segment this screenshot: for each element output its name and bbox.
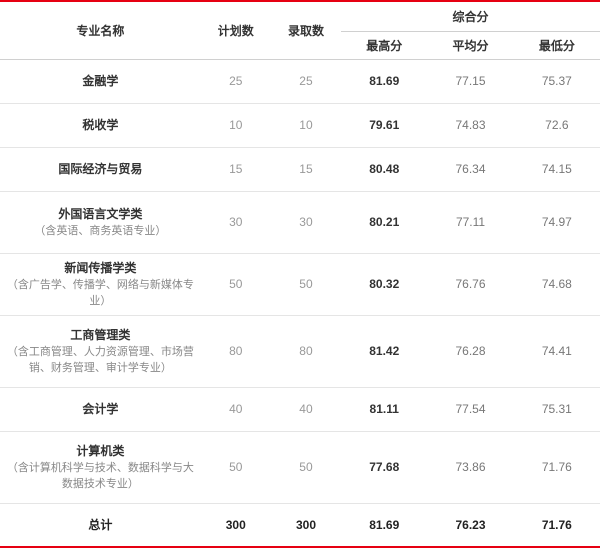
major-main: 外国语言文学类 xyxy=(4,205,197,223)
total-label: 总计 xyxy=(0,503,201,547)
cell-min: 74.68 xyxy=(514,253,600,315)
table-row: 计算机类（含计算机科学与技术、数据科学与大数据技术专业）505077.6873.… xyxy=(0,431,600,503)
cell-plan: 80 xyxy=(201,315,271,387)
cell-avg: 76.28 xyxy=(427,315,513,387)
cell-major: 工商管理类（含工商管理、人力资源管理、市场营销、财务管理、审计学专业） xyxy=(0,315,201,387)
total-avg: 76.23 xyxy=(427,503,513,547)
total-accepted: 300 xyxy=(271,503,341,547)
table-body: 金融学252581.6977.1575.37税收学101079.6174.837… xyxy=(0,59,600,547)
cell-accepted: 50 xyxy=(271,431,341,503)
cell-max: 80.21 xyxy=(341,191,427,253)
cell-plan: 50 xyxy=(201,431,271,503)
total-max: 81.69 xyxy=(341,503,427,547)
cell-min: 74.97 xyxy=(514,191,600,253)
cell-major: 新闻传播学类（含广告学、传播学、网络与新媒体专业） xyxy=(0,253,201,315)
cell-accepted: 10 xyxy=(271,103,341,147)
cell-avg: 73.86 xyxy=(427,431,513,503)
total-plan: 300 xyxy=(201,503,271,547)
major-main: 会计学 xyxy=(4,400,197,418)
table-row: 金融学252581.6977.1575.37 xyxy=(0,59,600,103)
major-main: 金融学 xyxy=(4,72,197,90)
major-main: 国际经济与贸易 xyxy=(4,160,197,178)
page-container: 专业名称 计划数 录取数 综合分 最高分 平均分 最低分 金融学252581.6… xyxy=(0,0,600,514)
cell-max: 77.68 xyxy=(341,431,427,503)
cell-plan: 25 xyxy=(201,59,271,103)
table-row: 会计学404081.1177.5475.31 xyxy=(0,387,600,431)
th-max: 最高分 xyxy=(341,31,427,59)
major-main: 税收学 xyxy=(4,116,197,134)
cell-accepted: 25 xyxy=(271,59,341,103)
cell-major: 税收学 xyxy=(0,103,201,147)
table-row: 新闻传播学类（含广告学、传播学、网络与新媒体专业）505080.3276.767… xyxy=(0,253,600,315)
cell-avg: 76.76 xyxy=(427,253,513,315)
table-row: 工商管理类（含工商管理、人力资源管理、市场营销、财务管理、审计学专业）80808… xyxy=(0,315,600,387)
major-sub: （含计算机科学与技术、数据科学与大数据技术专业） xyxy=(4,460,197,493)
th-name: 专业名称 xyxy=(0,1,201,59)
cell-major: 国际经济与贸易 xyxy=(0,147,201,191)
cell-avg: 77.54 xyxy=(427,387,513,431)
cell-plan: 50 xyxy=(201,253,271,315)
cell-min: 75.37 xyxy=(514,59,600,103)
th-plan: 计划数 xyxy=(201,1,271,59)
total-row: 总计30030081.6976.2371.76 xyxy=(0,503,600,547)
table-row: 国际经济与贸易151580.4876.3474.15 xyxy=(0,147,600,191)
cell-min: 74.41 xyxy=(514,315,600,387)
major-sub: （含工商管理、人力资源管理、市场营销、财务管理、审计学专业） xyxy=(4,344,197,377)
th-avg: 平均分 xyxy=(427,31,513,59)
cell-accepted: 50 xyxy=(271,253,341,315)
cell-plan: 10 xyxy=(201,103,271,147)
cell-plan: 30 xyxy=(201,191,271,253)
cell-max: 81.11 xyxy=(341,387,427,431)
cell-accepted: 30 xyxy=(271,191,341,253)
cell-avg: 76.34 xyxy=(427,147,513,191)
cell-min: 74.15 xyxy=(514,147,600,191)
cell-min: 75.31 xyxy=(514,387,600,431)
major-main: 计算机类 xyxy=(4,442,197,460)
th-accepted: 录取数 xyxy=(271,1,341,59)
cell-major: 外国语言文学类（含英语、商务英语专业） xyxy=(0,191,201,253)
cell-max: 79.61 xyxy=(341,103,427,147)
cell-avg: 74.83 xyxy=(427,103,513,147)
cell-plan: 40 xyxy=(201,387,271,431)
major-sub: （含广告学、传播学、网络与新媒体专业） xyxy=(4,277,197,310)
cell-avg: 77.15 xyxy=(427,59,513,103)
cell-major: 金融学 xyxy=(0,59,201,103)
cell-accepted: 40 xyxy=(271,387,341,431)
table-row: 税收学101079.6174.8372.6 xyxy=(0,103,600,147)
cell-major: 会计学 xyxy=(0,387,201,431)
cell-avg: 77.11 xyxy=(427,191,513,253)
cell-min: 72.6 xyxy=(514,103,600,147)
admissions-table: 专业名称 计划数 录取数 综合分 最高分 平均分 最低分 金融学252581.6… xyxy=(0,0,600,548)
major-main: 新闻传播学类 xyxy=(4,259,197,277)
major-sub: （含英语、商务英语专业） xyxy=(4,223,197,240)
cell-accepted: 80 xyxy=(271,315,341,387)
cell-max: 80.32 xyxy=(341,253,427,315)
cell-max: 80.48 xyxy=(341,147,427,191)
cell-max: 81.69 xyxy=(341,59,427,103)
th-min: 最低分 xyxy=(514,31,600,59)
cell-plan: 15 xyxy=(201,147,271,191)
cell-max: 81.42 xyxy=(341,315,427,387)
table-row: 外国语言文学类（含英语、商务英语专业）303080.2177.1174.97 xyxy=(0,191,600,253)
major-main: 工商管理类 xyxy=(4,326,197,344)
total-min: 71.76 xyxy=(514,503,600,547)
cell-min: 71.76 xyxy=(514,431,600,503)
cell-major: 计算机类（含计算机科学与技术、数据科学与大数据技术专业） xyxy=(0,431,201,503)
table-header: 专业名称 计划数 录取数 综合分 最高分 平均分 最低分 xyxy=(0,1,600,59)
th-composite: 综合分 xyxy=(341,1,600,31)
cell-accepted: 15 xyxy=(271,147,341,191)
